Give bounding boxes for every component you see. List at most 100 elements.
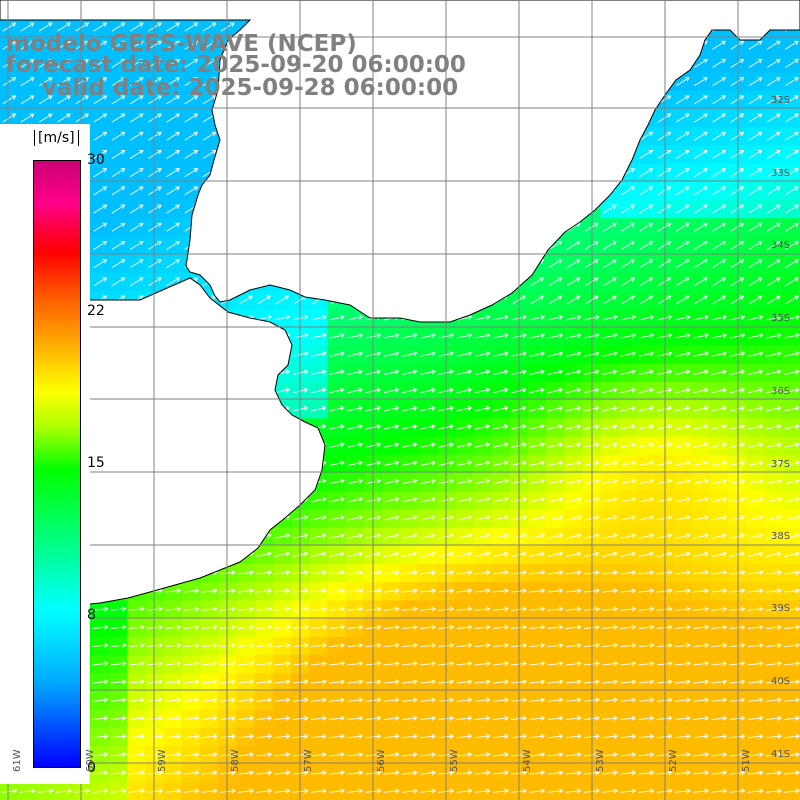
wind-arrow [638,697,655,703]
wind-arrow [128,733,145,739]
wind-arrow [620,733,637,739]
wind-arrow [329,715,346,721]
wind-arrow [329,333,345,339]
wind-arrow [656,715,673,721]
wind-arrow [311,333,327,339]
wind-arrow [93,222,108,232]
wind-arrow [166,95,181,105]
wind-arrow [711,314,728,321]
wind-arrow [620,715,637,721]
wind-arrow [347,661,364,667]
wind-arrow [675,387,691,394]
wind-arrow [183,679,200,685]
wind-arrow [656,314,673,321]
wind-arrow [784,533,800,539]
wind-arrow [711,351,728,357]
wind-arrow [383,442,400,448]
lat-label-35s: 35S [771,313,791,324]
wind-arrow [347,715,364,721]
wind-arrow [766,442,782,448]
wind-arrow [310,624,327,630]
wind-arrow [474,570,491,576]
wind-arrow [201,697,218,703]
wind-arrow [383,570,400,576]
wind-arrow [166,259,181,269]
wind-arrow [184,131,199,141]
wind-arrow [602,770,619,776]
wind-arrow [492,570,509,576]
wind-arrow [347,333,364,339]
wind-arrow [383,460,400,466]
wind-arrow [656,788,673,794]
wind-arrow [329,460,345,466]
wind-arrow [93,204,108,214]
wind-arrow [201,606,218,612]
wind-arrow [674,697,691,703]
wind-arrow [602,460,618,466]
wind-arrow [166,40,181,50]
wind-arrow [129,59,144,68]
wind-arrow [712,95,727,105]
wind-arrow [694,241,708,250]
wind-arrow [474,642,491,648]
wind-arrow [383,533,400,539]
wind-arrow [675,95,690,105]
wind-arrow [674,733,691,739]
lon-label-52w: 52W [668,749,679,772]
wind-arrow [529,570,546,576]
wind-arrow [694,131,708,141]
wind-arrow [729,661,746,667]
wind-arrow [712,241,727,250]
wind-arrow [766,168,781,178]
wind-arrow [129,204,144,214]
wind-arrow [529,515,546,521]
wind-arrow [547,515,564,521]
wind-arrow [474,661,491,667]
wind-arrow [657,113,672,123]
wind-arrow [165,770,182,776]
lat-label-39s: 39S [771,603,791,614]
wind-arrow [565,496,582,503]
wind-arrow [474,515,491,521]
wind-arrow [730,277,745,287]
wind-arrow [621,295,636,305]
wind-arrow [547,570,564,576]
wind-arrow [111,77,126,87]
wind-arrow [20,113,35,123]
wind-arrow [347,387,364,394]
wind-arrow [694,150,708,159]
wind-arrow [20,95,35,105]
wind-arrow [730,113,745,123]
wind-arrow [784,715,800,721]
wind-arrow [712,186,727,196]
wind-arrow [766,150,781,159]
wind-arrow [638,405,655,412]
wind-arrow [20,22,35,32]
wind-arrow [638,752,655,758]
wind-arrow [183,770,200,776]
wind-arrow [238,606,255,612]
wind-arrow [730,186,745,196]
wind-arrow [675,222,690,232]
wind-arrow [765,715,782,721]
wind-arrow [547,588,564,594]
wind-arrow [310,715,327,721]
wind-arrow [638,460,655,466]
wind-arrow [347,515,364,521]
wind-arrow [111,241,126,250]
wind-arrow [712,259,727,269]
wind-arrow [148,40,162,50]
wind-arrow [785,259,799,269]
wind-arrow [274,606,291,612]
wind-arrow [401,733,418,739]
wind-arrow [2,59,17,68]
wind-arrow [747,405,764,412]
wind-arrow [529,478,546,485]
wind-arrow [784,624,800,630]
wind-arrow [711,752,728,758]
wind-arrow [110,679,127,685]
wind-arrow [565,369,582,375]
wind-arrow [492,788,509,794]
wind-arrow [401,679,418,685]
wind-arrow [785,222,799,232]
